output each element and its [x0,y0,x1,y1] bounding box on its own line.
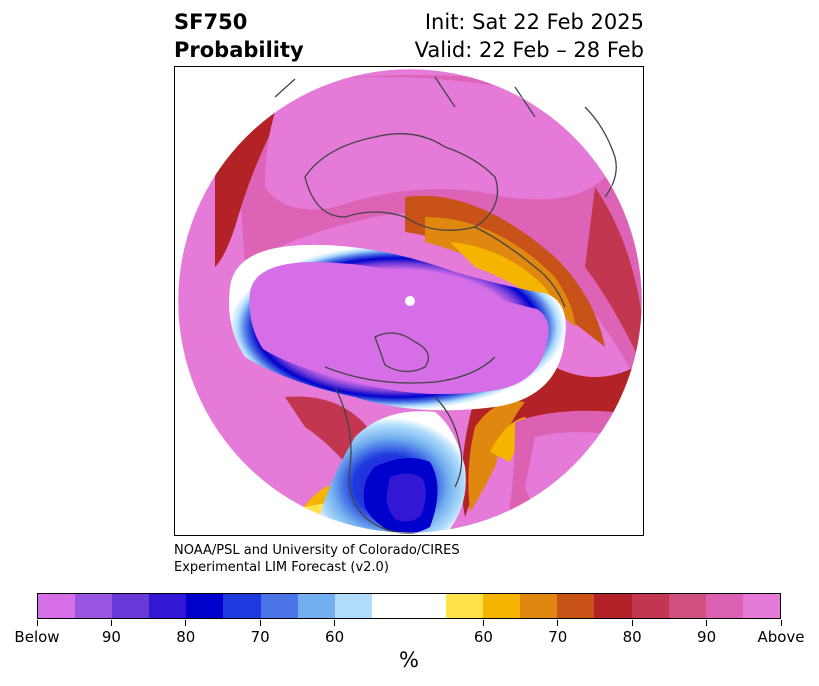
credit-text: NOAA/PSL and University of Colorado/CIRE… [174,542,460,576]
colorbar-swatch [75,594,113,618]
colorbar-swatch [334,594,372,618]
colorbar-tick [185,620,187,626]
colorbar-swatch [149,594,187,618]
colorbar-tick-label: Below [14,628,60,646]
colorbar-swatch [742,594,780,618]
forecast-dates: Init: Sat 22 Feb 2025 Valid: 22 Feb – 28… [415,8,644,64]
product-name: Probability [174,38,304,62]
colorbar-tick-label: 80 [622,628,642,646]
colorbar-tick-label: 90 [697,628,717,646]
coastlines [274,76,617,534]
colorbar-tick [631,620,633,626]
colorbar-tick [482,620,484,626]
map-panel [174,66,644,536]
colorbar-tick [259,620,261,626]
variable-name: SF750 [174,10,248,34]
colorbar-swatch [223,594,261,618]
colorbar-swatch [668,594,706,618]
colorbar-swatch [186,594,224,618]
colorbar-tick [780,620,782,626]
colorbar-tick [110,620,112,626]
colorbar-tick-label: 80 [176,628,196,646]
colorbar [37,593,781,619]
colorbar-tick-label: 60 [325,628,345,646]
colorbar-tick [557,620,559,626]
init-date: Init: Sat 22 Feb 2025 [424,10,644,34]
colorbar-swatch [112,594,150,618]
colorbar-tick-label: 60 [473,628,493,646]
map-title: SF750 Probability [174,8,304,64]
credit-line-2: Experimental LIM Forecast (v2.0) [174,560,389,575]
colorbar-tick-label: 70 [250,628,270,646]
colorbar-swatch [520,594,558,618]
colorbar-tick-label: 90 [101,628,121,646]
probability-field [178,69,642,533]
colorbar-swatch [260,594,298,618]
polar-map [177,68,643,534]
colorbar-tick-label: Above [757,628,805,646]
valid-dates: Valid: 22 Feb – 28 Feb [414,38,644,62]
colorbar-tick-label: 70 [548,628,568,646]
colorbar-swatch [446,594,484,618]
colorbar-tick [706,620,708,626]
colorbar-unit: % [399,648,419,672]
colorbar-swatch [297,594,335,618]
colorbar-swatch [631,594,669,618]
colorbar-swatch [38,594,76,618]
colorbar-tick [334,620,336,626]
colorbar-swatch [371,594,447,618]
colorbar-swatch [705,594,743,618]
colorbar-swatch [483,594,521,618]
colorbar-swatch [557,594,595,618]
credit-line-1: NOAA/PSL and University of Colorado/CIRE… [174,543,460,558]
colorbar-swatch [594,594,632,618]
colorbar-tick [36,620,38,626]
